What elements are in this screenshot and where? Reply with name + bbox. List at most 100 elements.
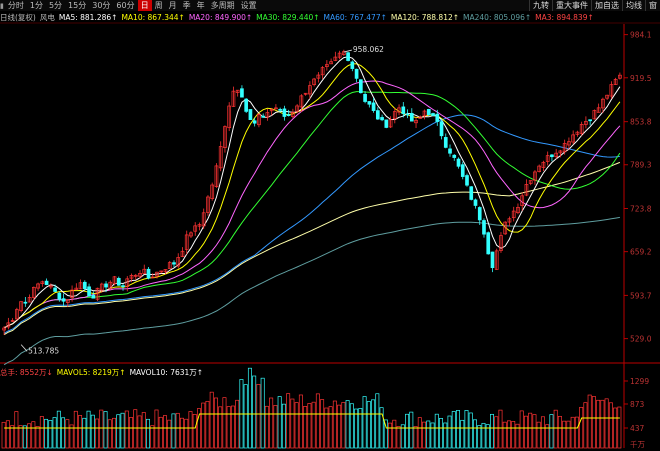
- volume-bar: [460, 419, 465, 449]
- right-tab-4[interactable]: 窗: [645, 0, 660, 11]
- volume-bar: [574, 416, 579, 449]
- volume-bar: [124, 410, 129, 449]
- candle-body: [545, 155, 550, 162]
- candle-body: [584, 121, 588, 125]
- volume-bar: [256, 384, 261, 449]
- tab-5[interactable]: 60分: [116, 1, 135, 10]
- ma120-label: MA120: 788.812↑: [390, 13, 460, 22]
- candle-body: [431, 113, 435, 116]
- candle-body: [409, 113, 414, 122]
- candle-body: [303, 92, 308, 95]
- volume-bar: [294, 402, 299, 449]
- volume-bar: [392, 419, 397, 449]
- candle-body: [371, 102, 376, 111]
- tab-8[interactable]: 月: [168, 1, 177, 10]
- tab-3[interactable]: 15分: [68, 1, 87, 10]
- volume-bar: [443, 422, 448, 449]
- candle-body: [414, 120, 418, 124]
- volume-bar: [396, 426, 401, 449]
- candle-body: [108, 281, 113, 290]
- tab-4[interactable]: 30分: [92, 1, 111, 10]
- candle-body: [206, 196, 210, 213]
- tab-7[interactable]: 周: [154, 1, 163, 10]
- ma-legend: 日线(复权) 风电 MA5: 881.286↑ MA10: 867.344↑ M…: [0, 12, 594, 23]
- right-tab-3[interactable]: 均线: [622, 0, 645, 11]
- volume-bar: [587, 394, 592, 449]
- candle-body: [354, 68, 359, 79]
- volume-bar: [48, 420, 53, 449]
- menu-icon[interactable]: ▮: [0, 1, 4, 10]
- right-tab-1[interactable]: 重大事件: [552, 0, 591, 11]
- candle-body: [32, 286, 36, 298]
- volume-bar: [52, 417, 57, 449]
- volume-bar: [260, 377, 265, 449]
- candle-body: [443, 137, 448, 148]
- volume-bar: [137, 415, 142, 449]
- candle-body: [486, 232, 491, 255]
- volume-bar: [141, 412, 146, 449]
- volume-bar: [298, 394, 303, 449]
- volume-bar: [375, 393, 380, 449]
- vol-tick-label-2: 437: [630, 424, 645, 433]
- volume-bar: [409, 411, 414, 449]
- tab-11[interactable]: 多周期: [210, 1, 235, 10]
- candle-body: [48, 285, 53, 288]
- tab-6[interactable]: 日: [137, 0, 152, 11]
- high-value-label: 958.062: [353, 45, 384, 54]
- tab-1[interactable]: 1分: [29, 1, 43, 10]
- volume-bar: [243, 384, 248, 449]
- tab-12[interactable]: 设置: [240, 1, 257, 10]
- candle-body: [172, 262, 176, 265]
- candle-body: [452, 154, 457, 158]
- candle-body: [308, 85, 312, 95]
- low-pointer: [20, 344, 28, 352]
- high-pointer: [343, 49, 352, 53]
- tab-10[interactable]: 年: [196, 1, 205, 10]
- candle-body: [601, 98, 605, 109]
- tab-0[interactable]: 分时: [7, 1, 24, 10]
- price-tick-label-5: 659.2: [630, 248, 652, 257]
- volume-bar: [540, 416, 545, 449]
- volume-bar: [400, 424, 405, 449]
- candle-body: [448, 148, 452, 154]
- price-tick-label-3: 789.3: [630, 161, 652, 170]
- volume-bar: [158, 416, 163, 449]
- volume-bar: [73, 410, 78, 449]
- candle-body: [223, 126, 227, 148]
- volume-bar: [180, 417, 184, 449]
- candle-body: [95, 287, 100, 300]
- volume-bar: [31, 421, 36, 449]
- volume-bar: [201, 402, 206, 449]
- ma60-line: [3, 114, 620, 334]
- volume-bar: [388, 422, 393, 449]
- volume-bar: [515, 423, 520, 449]
- candle-body: [82, 281, 87, 289]
- candle-body: [235, 89, 240, 93]
- volume-bar: [116, 414, 121, 449]
- volume-bar: [90, 414, 95, 449]
- volume-bar: [218, 406, 223, 449]
- volume-bar: [196, 408, 201, 449]
- toolbar: ▮ 分时 1分 5分 15分 30分 60分日周月季年多周期 设置 九转 重大事件 加自选 均线窗: [0, 0, 660, 11]
- volume-total-label: 总手: 8552万↓: [0, 368, 53, 377]
- volume-bar: [10, 425, 15, 449]
- tab-9[interactable]: 季: [182, 1, 191, 10]
- candle-body: [27, 297, 32, 303]
- volume-bar: [290, 398, 295, 449]
- right-tab-2[interactable]: 加自选: [591, 0, 622, 11]
- candle-body: [592, 110, 597, 120]
- right-tab-0[interactable]: 九转: [529, 0, 552, 11]
- volume-bar: [366, 401, 371, 449]
- volume-bar: [473, 419, 477, 449]
- candle-body: [193, 225, 198, 232]
- price-tick-label-1: 919.5: [630, 74, 652, 83]
- volume-bar: [332, 400, 337, 449]
- volume-bar: [39, 416, 44, 449]
- volume-bar: [226, 406, 231, 449]
- volume-bar: [86, 410, 91, 449]
- candle-body: [499, 235, 503, 251]
- volume-bar: [617, 406, 622, 449]
- tab-2[interactable]: 5分: [48, 1, 63, 10]
- candle-body: [218, 146, 223, 169]
